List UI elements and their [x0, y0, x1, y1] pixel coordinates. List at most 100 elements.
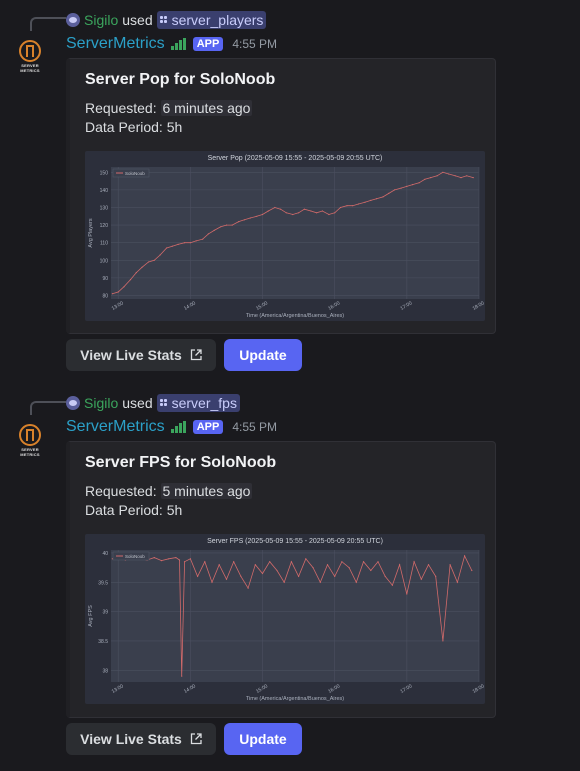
embed-card: Server Pop for SoloNoob Requested: 6 min…	[66, 58, 496, 334]
data-point	[362, 561, 365, 563]
data-point	[424, 178, 426, 180]
chart-title: Server FPS (2025-05-09 15:55 - 2025-05-0…	[207, 538, 383, 545]
data-point	[454, 175, 456, 177]
x-tick-label: 15:00	[255, 300, 269, 312]
chart-image-pop[interactable]: 80 90 100 110 120 130 140 150 13:00 14:00 15:00 16:…	[85, 151, 485, 321]
y-tick-label: 120	[100, 223, 109, 229]
x-tick-label: 16:00	[327, 300, 341, 312]
data-point	[456, 581, 458, 583]
bot-name[interactable]: ServerMetrics	[66, 35, 165, 52]
bot-avatar[interactable]: SERVER METRICS	[16, 424, 44, 458]
chart-image-fps[interactable]: 38 38.5 39 39.5 40 13:00 14:00 15:00 16:00 17:00 1…	[85, 534, 485, 704]
update-button[interactable]: Update	[224, 339, 302, 371]
data-point	[117, 291, 119, 293]
data-point	[412, 184, 414, 186]
timestamp[interactable]: 4:55 PM	[232, 37, 278, 51]
data-point	[285, 212, 287, 214]
reply-used-text: used	[122, 395, 153, 411]
data-point	[231, 224, 233, 226]
data-point	[391, 584, 393, 586]
data-point	[400, 187, 402, 189]
external-link-icon	[190, 349, 202, 361]
data-point	[472, 177, 474, 179]
message-header: ServerMetrics APP 4:55 PM	[66, 34, 277, 54]
server-metrics-logo-icon	[19, 424, 41, 446]
view-live-stats-label: View Live Stats	[80, 347, 182, 363]
app-badge: APP	[192, 37, 224, 51]
data-point	[269, 561, 271, 563]
data-point	[436, 175, 438, 177]
avatar-label: SERVER METRICS	[20, 63, 40, 73]
data-point	[211, 581, 213, 583]
data-point	[135, 272, 137, 274]
data-point	[394, 189, 396, 191]
data-point	[370, 199, 372, 201]
data-point	[153, 259, 155, 261]
data-point	[168, 558, 170, 560]
slash-command[interactable]: server_fps	[156, 394, 240, 412]
data-point	[240, 575, 242, 577]
y-axis-label: Avg FPS	[88, 605, 94, 627]
embed-card: Server FPS for SoloNoob Requested: 5 min…	[66, 441, 496, 718]
data-point	[178, 559, 181, 561]
data-point	[334, 575, 336, 577]
reply-username[interactable]: Sigilo	[84, 12, 119, 28]
embed-title: Server FPS for SoloNoob	[85, 454, 277, 471]
legend-box	[112, 551, 150, 561]
x-axis-label: Time (America/Argentina/Buenos_Aires)	[246, 696, 344, 702]
slash-command[interactable]: server_players	[156, 11, 267, 29]
data-point	[218, 564, 220, 566]
user-avatar-icon[interactable]	[66, 396, 80, 410]
data-point	[202, 238, 204, 240]
data-point	[213, 229, 215, 231]
bot-avatar[interactable]: SERVER METRICS	[16, 40, 44, 74]
data-point	[303, 208, 305, 210]
y-tick-label: 38.5	[98, 639, 108, 645]
embed-title: Server Pop for SoloNoob	[85, 71, 276, 88]
data-point	[159, 254, 161, 256]
y-tick-label: 90	[102, 276, 108, 282]
timestamp[interactable]: 4:55 PM	[232, 420, 278, 434]
command-reply[interactable]: Sigilo used server_players	[66, 11, 267, 29]
signal-bars-icon	[170, 38, 186, 50]
data-point	[406, 185, 408, 187]
update-button[interactable]: Update	[224, 723, 302, 755]
pop-chart-svg: 80 90 100 110 120 130 140 150 13:00 14:00 15:00 16:…	[88, 155, 485, 319]
message-server-fps: Sigilo used server_fps SERVER METRICS Ser…	[0, 384, 580, 771]
view-live-stats-button[interactable]: View Live Stats	[66, 723, 216, 755]
x-tick-label: 16:00	[327, 683, 341, 695]
data-point	[427, 564, 430, 566]
bot-name[interactable]: ServerMetrics	[66, 418, 165, 435]
y-axis-label: Avg Players	[88, 218, 94, 247]
data-point	[280, 208, 282, 210]
data-point	[310, 210, 312, 212]
data-point	[181, 675, 183, 677]
data-point	[225, 578, 228, 580]
data-point	[247, 587, 249, 589]
fps-chart-svg: 38 38.5 39 39.5 40 13:00 14:00 15:00 16:00 17:00 1…	[88, 538, 485, 702]
data-point	[435, 575, 437, 577]
view-live-stats-button[interactable]: View Live Stats	[66, 339, 216, 371]
command-reply[interactable]: Sigilo used server_fps	[66, 394, 240, 412]
reply-username[interactable]: Sigilo	[84, 395, 119, 411]
requested-value: 5 minutes ago	[160, 483, 253, 499]
data-point	[413, 561, 415, 563]
data-point	[274, 206, 276, 209]
chart-title: Server Pop (2025-05-09 15:55 - 2025-05-0…	[208, 155, 383, 162]
data-period-field: Data Period: 5h	[85, 119, 183, 135]
data-point	[166, 247, 168, 249]
data-point	[160, 560, 163, 562]
data-point	[357, 203, 360, 205]
reply-connector	[30, 17, 66, 31]
data-point	[207, 233, 209, 235]
data-point	[420, 578, 422, 580]
data-point	[430, 177, 432, 179]
user-avatar-icon[interactable]	[66, 13, 80, 27]
data-point	[355, 581, 357, 583]
data-point	[364, 201, 366, 203]
data-point	[147, 261, 150, 263]
data-point	[175, 557, 177, 559]
data-point	[243, 219, 246, 221]
requested-value: 6 minutes ago	[160, 100, 253, 116]
data-point	[292, 213, 294, 216]
